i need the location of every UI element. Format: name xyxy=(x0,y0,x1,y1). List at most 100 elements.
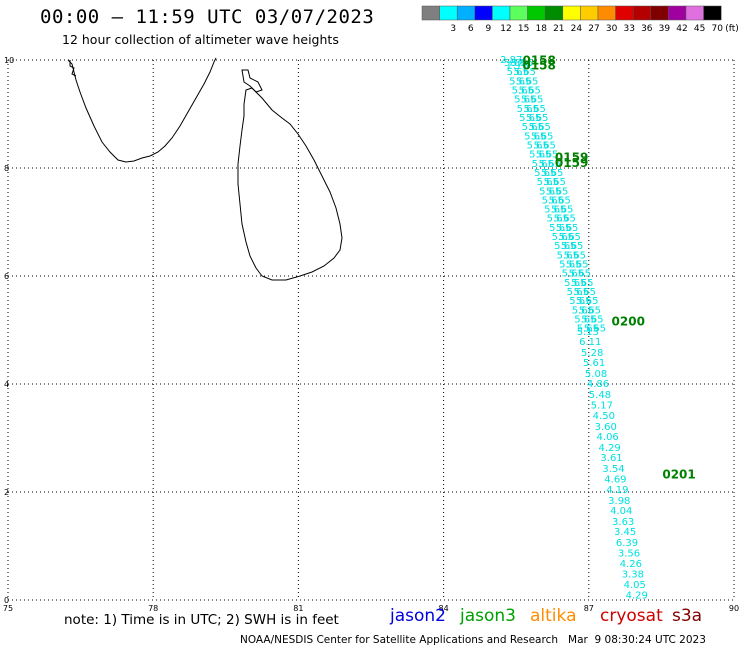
colorbar-swatch xyxy=(668,5,687,21)
track-point-overlap: 5.65 xyxy=(539,159,561,170)
track-point-overlap: 5.65 xyxy=(551,205,573,216)
track-point-overlap: 5.65 xyxy=(554,214,576,225)
colorbar-swatch xyxy=(580,5,599,21)
track-point-overlap: 5.65 xyxy=(569,296,591,307)
track-point-value: 4.19 xyxy=(606,485,628,496)
colorbar-swatch xyxy=(632,5,652,21)
track-point-value: 4.69 xyxy=(604,474,626,485)
colorbar-swatch xyxy=(509,5,528,21)
track-point-overlap: 5.65 xyxy=(574,287,596,298)
track-point-overlap: 5.65 xyxy=(522,122,544,133)
track-point-value: 3.61 xyxy=(600,453,622,464)
track-point-overlap: 5.65 xyxy=(564,250,586,261)
x-tick-label: 90 xyxy=(729,604,739,613)
track-point-overlap: 5.65 xyxy=(527,140,549,151)
track-point-overlap: 5.65 xyxy=(524,104,546,115)
sri-lanka-coastline xyxy=(237,87,343,281)
track-point-overlap: 5.65 xyxy=(556,223,578,234)
track-point-value: 3.60 xyxy=(595,422,617,433)
track-point-overlap: 5.65 xyxy=(547,214,569,225)
colorbar-label: 18 xyxy=(535,24,547,34)
track-point-overlap: 5.65 xyxy=(531,131,553,142)
footer-credit: NOAA/NESDIS Center for Satellite Applica… xyxy=(240,634,706,646)
track-point-overlap: 5.65 xyxy=(561,241,583,252)
track-point-value: 4.29 xyxy=(626,590,648,601)
colorbar-label: 12 xyxy=(500,24,511,34)
colorbar-label: 42 xyxy=(676,24,687,34)
track-point-overlap: 5.65 xyxy=(517,104,539,115)
x-tick-label: 87 xyxy=(584,604,594,613)
track-point-overlap: 5.65 xyxy=(572,305,594,316)
track-point-overlap: 5.65 xyxy=(577,324,599,335)
colorbar-label: 6 xyxy=(468,24,474,34)
track-point-overlap: 5.65 xyxy=(566,260,588,271)
track-point-value: 3.45 xyxy=(614,527,636,538)
y-tick-label: 10 xyxy=(4,56,14,65)
coastline xyxy=(67,57,343,281)
satellite-legend-cryosat: cryosat xyxy=(600,606,663,626)
colorbar-swatch xyxy=(597,5,616,21)
track-point-overlap: 5.65 xyxy=(514,95,536,106)
colorbar-label: 39 xyxy=(659,24,671,34)
track-point-overlap: 5.65 xyxy=(576,296,598,307)
track-point-overlap: 5.65 xyxy=(521,95,543,106)
track-point-value: 4.29 xyxy=(598,443,620,454)
track-point-overlap: 5.65 xyxy=(559,260,581,271)
colorbar-label: 27 xyxy=(588,24,599,34)
track-point-overlap: 5.65 xyxy=(552,232,574,243)
track-point-overlap: 5.65 xyxy=(544,205,566,216)
colorbar-swatch xyxy=(421,5,440,21)
track-point-value: 5.61 xyxy=(583,358,605,369)
colorbar-label: 30 xyxy=(606,24,618,34)
x-tick-label: 81 xyxy=(293,604,303,613)
track-point-overlap: 5.65 xyxy=(507,67,529,78)
track-point-overlap: 5.65 xyxy=(541,168,563,179)
satellite-legend-jason2: jason2 xyxy=(390,606,446,626)
track-point-value: 3.38 xyxy=(622,569,644,580)
track-point-value: 6.11 xyxy=(579,337,601,348)
x-tick-label: 78 xyxy=(148,604,158,613)
track-point-overlap: 5.65 xyxy=(542,195,564,206)
track-point-value: 5.17 xyxy=(591,400,613,411)
track-point-overlap: 5.65 xyxy=(574,315,596,326)
track-point-overlap: 5.65 xyxy=(519,113,541,124)
track-point-overlap: 5.65 xyxy=(549,223,571,234)
colorbar-swatch xyxy=(562,5,581,21)
track-point-overlap: 5.65 xyxy=(567,287,589,298)
track-point-value: 4.04 xyxy=(610,506,632,517)
colorbar-label: 36 xyxy=(641,24,653,34)
colorbar-swatch xyxy=(685,5,704,21)
india-inlet xyxy=(69,60,77,77)
track-point-overlap: 5.65 xyxy=(534,168,556,179)
colorbar-label: 9 xyxy=(486,24,492,34)
track-point-value: 3.56 xyxy=(618,548,640,559)
track-point-first: 2.87 xyxy=(500,55,522,66)
colorbar-swatch xyxy=(456,5,476,21)
satellite-track: 5.655.655.655.655.655.655.655.655.655.65… xyxy=(500,53,696,601)
track-time-label: 0159 xyxy=(555,151,588,165)
track-point-overlap: 5.65 xyxy=(532,159,554,170)
colorbar-swatch xyxy=(527,5,546,21)
colorbar-label: 15 xyxy=(518,24,529,34)
colorbar-swatch xyxy=(703,5,722,21)
track-point-value: 4.50 xyxy=(593,411,615,422)
track-point-value: 3.63 xyxy=(612,517,634,528)
y-tick-label: 8 xyxy=(4,164,9,173)
colorbar-swatch xyxy=(615,5,634,21)
track-point-value: 3.54 xyxy=(602,464,624,475)
track-point-overlap: 5.65 xyxy=(546,186,568,197)
page-subtitle: 12 hour collection of altimeter wave hei… xyxy=(62,32,339,47)
track-point-second: 2.78 xyxy=(507,60,529,71)
track-point-overlap: 5.65 xyxy=(544,177,566,188)
track-point-overlap: 5.65 xyxy=(529,122,551,133)
track-point-value: 4.86 xyxy=(587,379,609,390)
track-point-overlap: 5.65 xyxy=(512,85,534,96)
x-tick-label: 75 xyxy=(3,604,13,613)
track-point-overlap: 5.65 xyxy=(537,177,559,188)
track-point-value: 4.06 xyxy=(597,432,619,443)
track-point-overlap: 5.65 xyxy=(526,113,548,124)
y-tick-label: 0 xyxy=(4,596,9,605)
track-point-overlap: 5.65 xyxy=(579,305,601,316)
track-point-overlap: 5.65 xyxy=(562,269,584,280)
track-point-value: 3.98 xyxy=(608,496,630,507)
